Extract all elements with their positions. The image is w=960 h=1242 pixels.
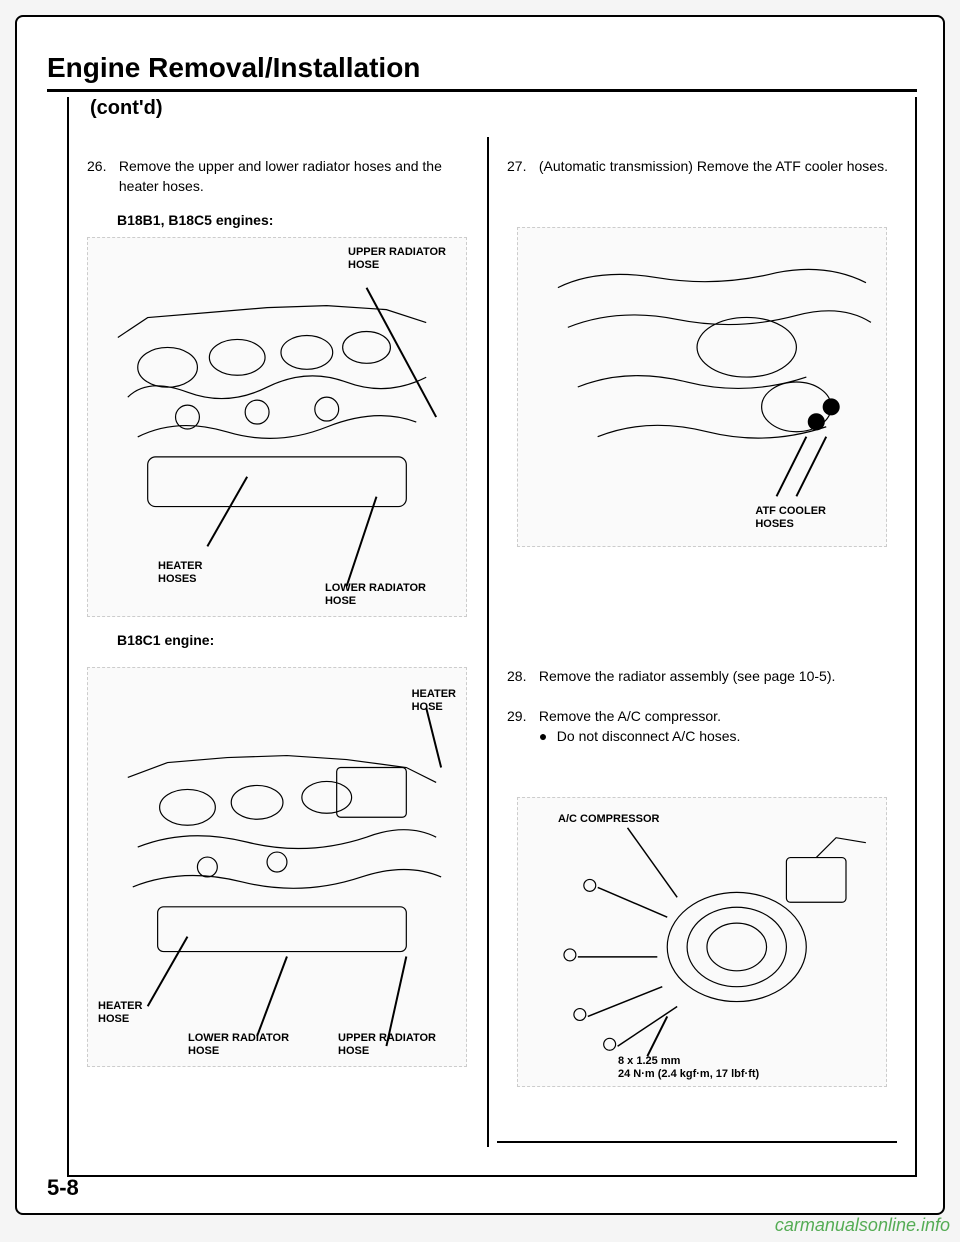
page-title: Engine Removal/Installation xyxy=(47,52,420,84)
engine-diagram-1 xyxy=(88,238,466,616)
step-27: 27. (Automatic transmission) Remove the … xyxy=(507,157,897,177)
label-upper-radiator-1: UPPER RADIATOR HOSE xyxy=(348,246,446,272)
contd-label: (cont'd) xyxy=(82,97,171,120)
label-lower-radiator-2: LOWER RADIATOR HOSE xyxy=(188,1032,289,1058)
label-bolt-spec: 8 x 1.25 mm 24 N·m (2.4 kgf·m, 17 lbf·ft… xyxy=(618,1055,759,1081)
figure-ac-compressor: A/C COMPRESSOR 8 x 1.25 mm 24 N·m (2.4 k… xyxy=(517,797,887,1087)
engine-diagram-2 xyxy=(88,668,466,1066)
figure-b18b1-b18c5: UPPER RADIATOR HOSE HEATER HOSES LOWER R… xyxy=(87,237,467,617)
step-26-text: Remove the upper and lower radiator hose… xyxy=(119,157,467,196)
step-29-line1: Remove the A/C compressor. xyxy=(539,708,721,724)
label-lower-radiator-1: LOWER RADIATOR HOSE xyxy=(325,582,426,608)
figure-atf-cooler: ATF COOLER HOSES xyxy=(517,227,887,547)
page-container: Engine Removal/Installation (cont'd) 26.… xyxy=(15,15,945,1215)
engines-label-2: B18C1 engine: xyxy=(117,632,214,648)
step-26-num: 26. xyxy=(87,157,115,177)
step-26: 26. Remove the upper and lower radiator … xyxy=(87,157,467,196)
step-29-bullet: Do not disconnect A/C hoses. xyxy=(557,728,741,744)
step-28-text: Remove the radiator assembly (see page 1… xyxy=(539,667,897,687)
step-29: 29. Remove the A/C compressor. ● Do not … xyxy=(507,707,897,746)
step-29-text: Remove the A/C compressor. ● Do not disc… xyxy=(539,707,897,746)
figure-b18c1: HEATER HOSE HEATER HOSE LOWER RADIATOR H… xyxy=(87,667,467,1067)
engines-label-1: B18B1, B18C5 engines: xyxy=(117,212,273,228)
watermark: carmanualsonline.info xyxy=(775,1215,950,1236)
step-27-text: (Automatic transmission) Remove the ATF … xyxy=(539,157,897,177)
column-divider xyxy=(487,137,489,1147)
label-atf-cooler: ATF COOLER HOSES xyxy=(755,505,826,531)
label-heater-hose-top: HEATER HOSE xyxy=(412,688,456,714)
step-28-num: 28. xyxy=(507,667,535,687)
label-heater-hose-left: HEATER HOSE xyxy=(98,1000,142,1026)
atf-cooler-diagram xyxy=(518,228,886,546)
bullet-icon: ● xyxy=(539,727,553,747)
step-28: 28. Remove the radiator assembly (see pa… xyxy=(507,667,897,687)
title-underline xyxy=(47,89,917,92)
label-ac-compressor: A/C COMPRESSOR xyxy=(558,813,659,826)
bottom-rule xyxy=(497,1141,897,1143)
ac-compressor-diagram xyxy=(518,798,886,1086)
step-27-num: 27. xyxy=(507,157,535,177)
label-upper-radiator-2: UPPER RADIATOR HOSE xyxy=(338,1032,436,1058)
step-29-num: 29. xyxy=(507,707,535,727)
label-heater-hoses-1: HEATER HOSES xyxy=(158,560,202,586)
page-number: 5-8 xyxy=(47,1175,79,1201)
